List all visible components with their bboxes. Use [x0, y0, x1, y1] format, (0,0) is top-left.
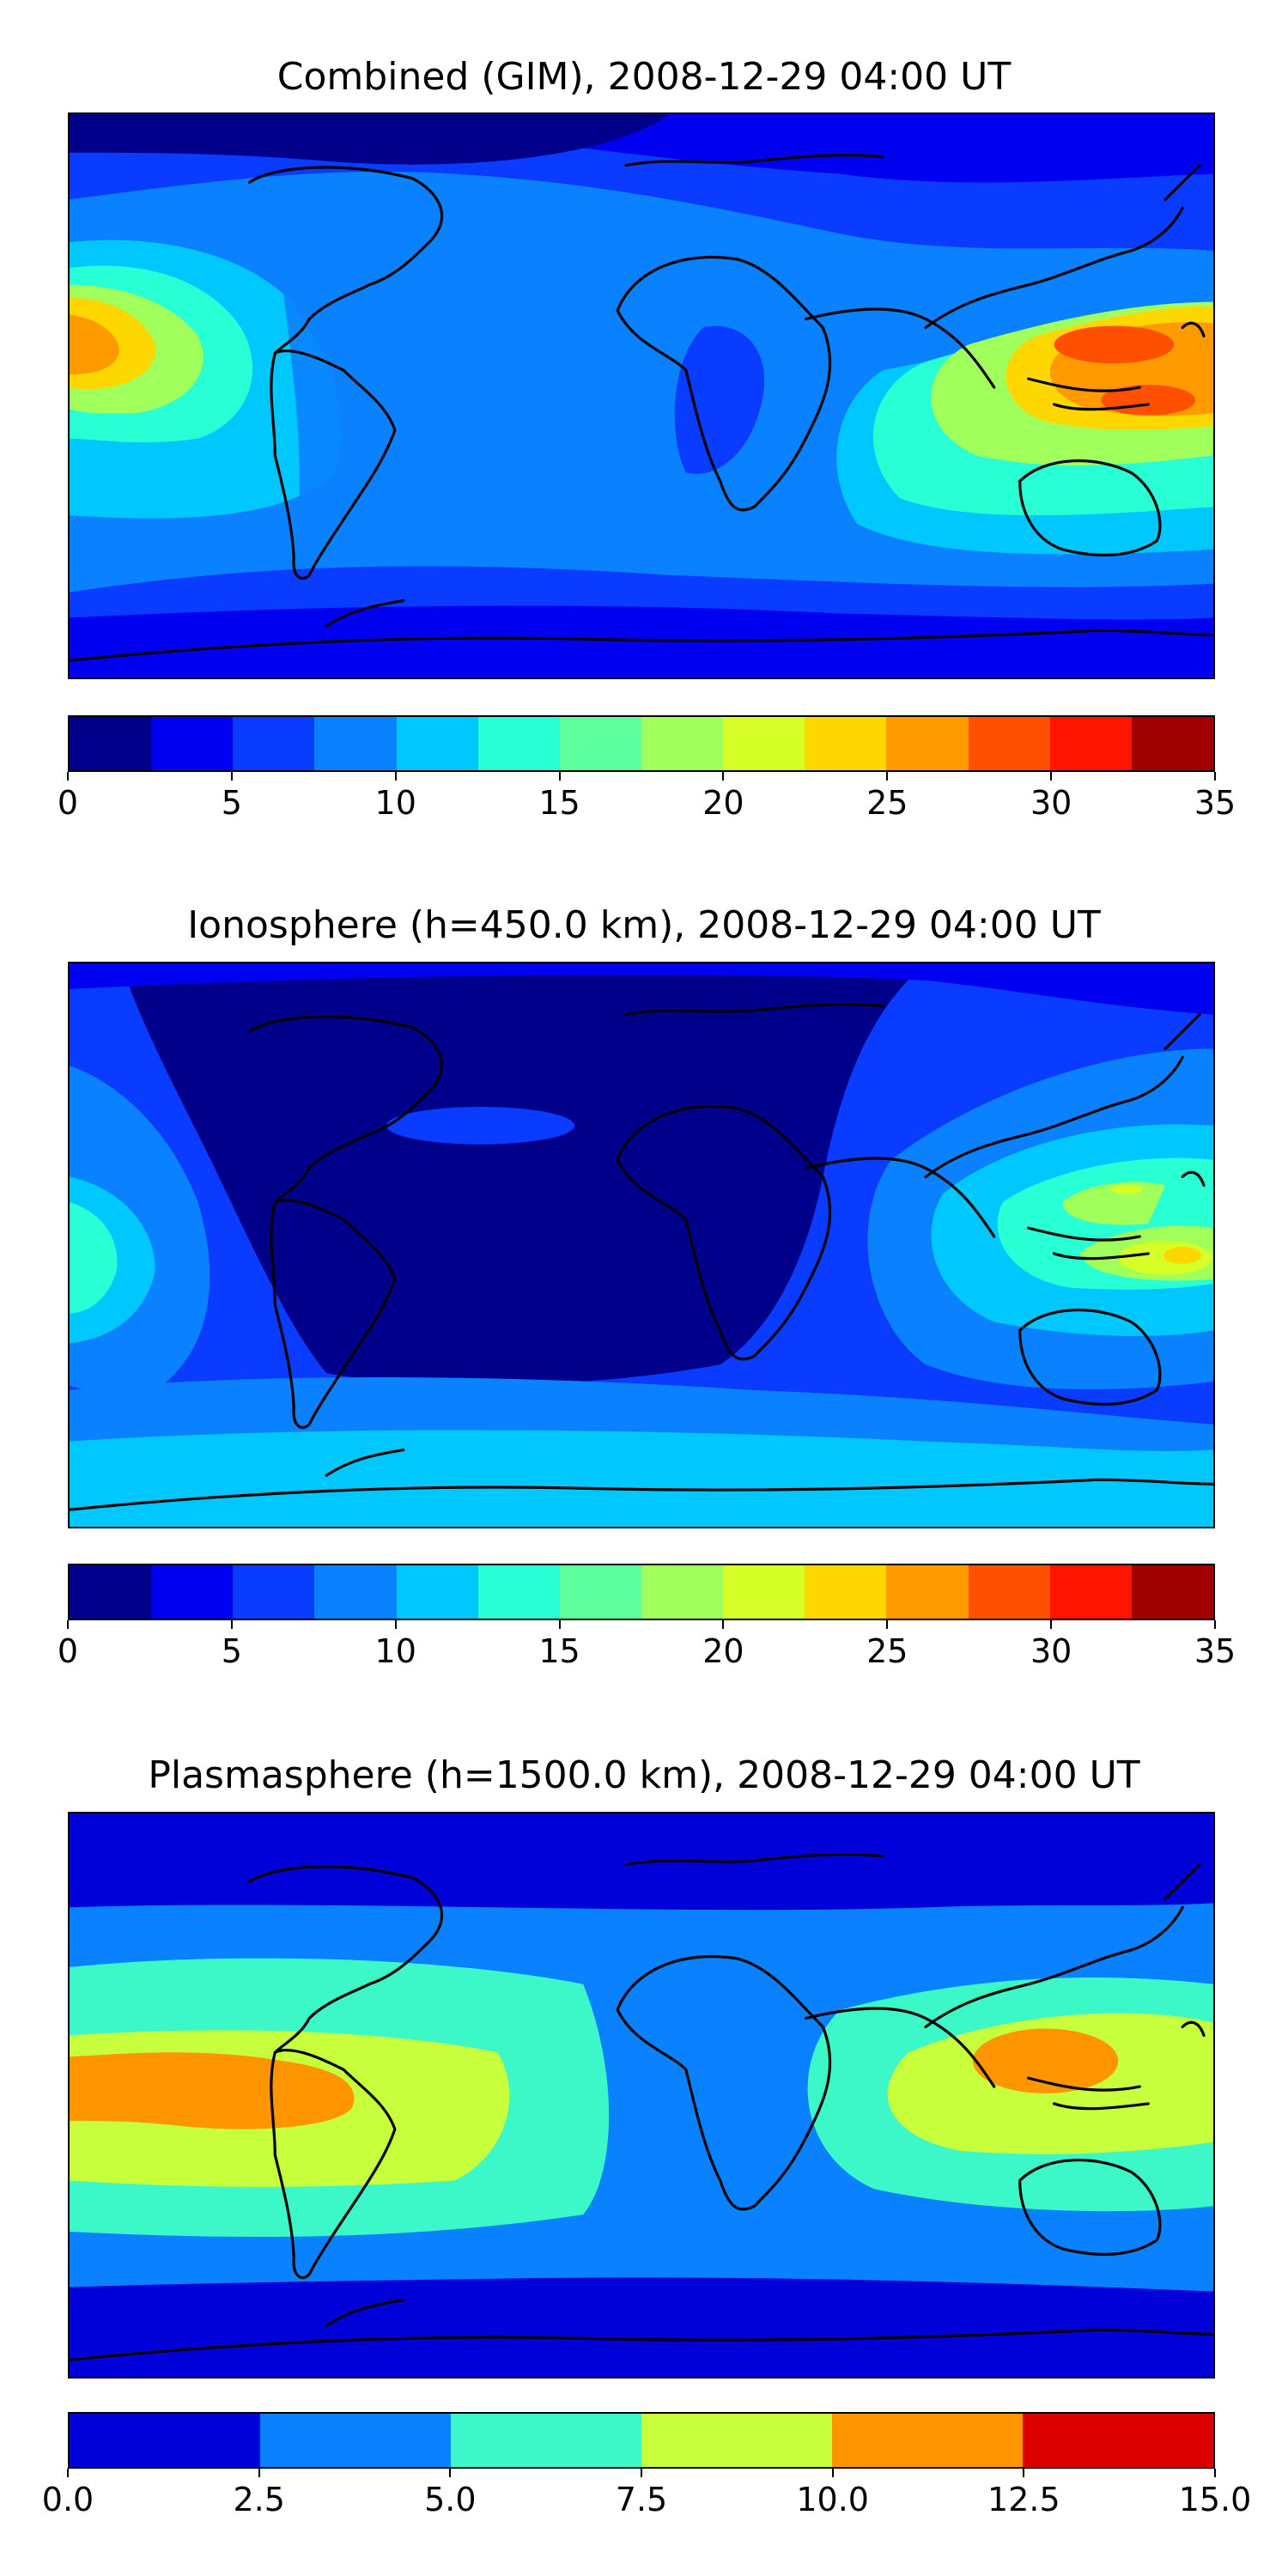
colorbar-segment [886, 1565, 969, 1619]
colorbar-combined [68, 715, 1215, 772]
colorbar-segment [832, 2414, 1023, 2467]
colorbar-ticks-ionosphere: 0 5 10 15 20 25 30 35 [58, 1620, 1236, 1672]
colorbar-segment [151, 1565, 234, 1619]
colorbar-segment [233, 1565, 315, 1619]
colorbar-segment [886, 717, 969, 770]
colorbar-segment [805, 1565, 887, 1619]
colorbar-segment [396, 717, 478, 770]
colorbar-segment [451, 2414, 641, 2467]
colorbar-segment [1131, 717, 1213, 770]
panel-title-plasmasphere: Plasmasphere (h=1500.0 km), 2008-12-29 0… [148, 1753, 1140, 1797]
colorbar-segment [1023, 2414, 1213, 2467]
tec-contour-ionosphere [70, 963, 1213, 1527]
colorbar-plasmasphere [68, 2412, 1215, 2469]
colorbar-segment [723, 717, 805, 770]
colorbar-segment [968, 1565, 1050, 1619]
colorbar-segment [1049, 1565, 1132, 1619]
colorbar-segment [477, 717, 560, 770]
colorbar-segment [641, 717, 724, 770]
colorbar-ticks-plasmasphere: 0.0 2.5 5.0 7.5 10.0 12.5 15.0 [42, 2469, 1251, 2520]
colorbar-segment [723, 1565, 805, 1619]
colorbar-segment [70, 1565, 152, 1619]
colorbar-segment [477, 1565, 560, 1619]
panel-title-ionosphere: Ionosphere (h=450.0 km), 2008-12-29 04:0… [187, 903, 1101, 947]
colorbar-segment [151, 717, 234, 770]
coastlines-plasmasphere [70, 1853, 1213, 2361]
colorbar-ionosphere [68, 1564, 1215, 1620]
colorbar-segment [968, 717, 1050, 770]
map-combined [68, 112, 1215, 679]
map-ionosphere [68, 962, 1215, 1528]
colorbar-segment [1131, 1565, 1213, 1619]
colorbar-segment [1049, 717, 1132, 770]
coastlines-combined [70, 154, 1213, 662]
tec-contour-plasmasphere [70, 1814, 1213, 2377]
colorbar-segment [641, 2414, 832, 2467]
colorbar-segment [233, 717, 315, 770]
colorbar-segment [559, 1565, 641, 1619]
colorbar-ticks-combined: 0 5 10 15 20 25 30 35 [58, 772, 1236, 823]
colorbar-segment [641, 1565, 724, 1619]
panel-title-combined: Combined (GIM), 2008-12-29 04:00 UT [276, 55, 1012, 99]
colorbar-segment [260, 2414, 451, 2467]
colorbar-segment [396, 1565, 478, 1619]
colorbar-segment [70, 2414, 260, 2467]
colorbar-segment [314, 1565, 397, 1619]
colorbar-segment [559, 717, 641, 770]
map-plasmasphere [68, 1812, 1215, 2379]
tec-contour-combined [70, 114, 1213, 677]
colorbar-segment [314, 717, 397, 770]
coastlines-ionosphere [70, 1003, 1213, 1511]
colorbar-segment [805, 717, 887, 770]
colorbar-segment [70, 717, 152, 770]
